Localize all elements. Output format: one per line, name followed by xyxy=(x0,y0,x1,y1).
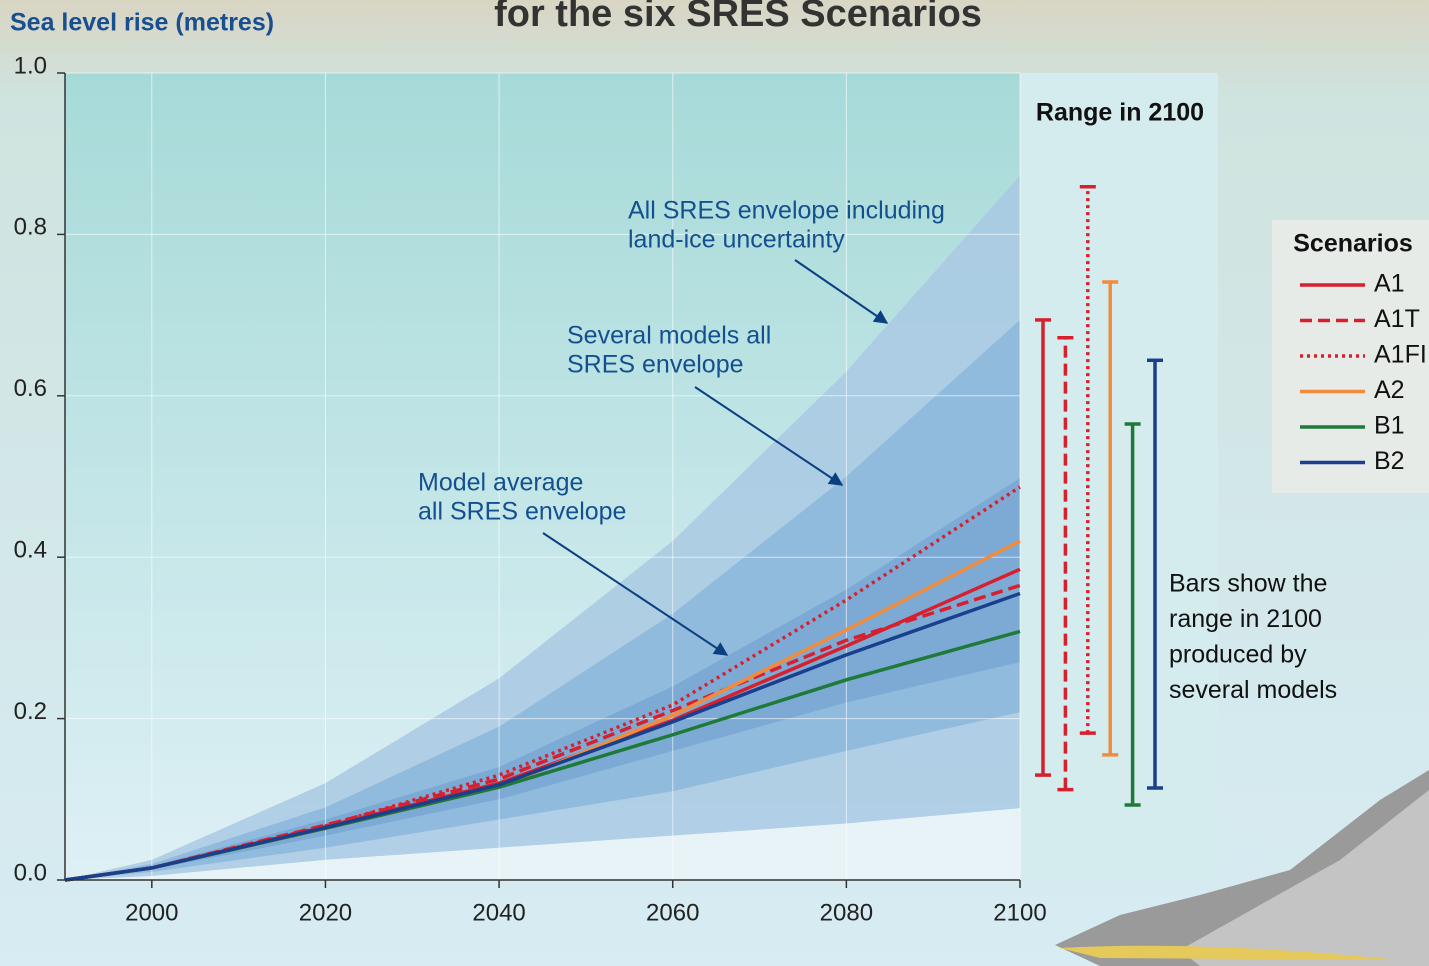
range-panel xyxy=(1020,73,1218,880)
x-tick-label: 2000 xyxy=(125,899,178,926)
range-note: several models xyxy=(1169,676,1337,704)
y-tick-label: 0.2 xyxy=(14,698,47,725)
legend-title: Scenarios xyxy=(1293,230,1413,258)
range-note: produced by xyxy=(1169,641,1307,669)
annotation: all SRES envelope xyxy=(418,498,626,526)
page: 0.0 0.2 0.4 0.6 0.8 1.0 2000 2020 2040 2060 2080 21… xyxy=(0,0,1429,966)
x-tick-label: 2080 xyxy=(820,899,873,926)
y-tick-label: 0.4 xyxy=(14,537,47,564)
legend-label: A1FI xyxy=(1374,341,1427,369)
x-tick-label: 2060 xyxy=(646,899,699,926)
y-axis-title: Sea level rise (metres) xyxy=(10,9,274,37)
x-tick-label: 2020 xyxy=(299,899,352,926)
range-note: Bars show the xyxy=(1169,570,1327,598)
y-tick-label: 0.0 xyxy=(14,859,47,886)
annotation: Model average xyxy=(418,469,583,497)
legend-label: A1T xyxy=(1374,305,1420,333)
legend-label: A1 xyxy=(1374,270,1405,298)
x-tick-label: 2100 xyxy=(993,899,1046,926)
legend-label: B2 xyxy=(1374,447,1405,475)
range-note: range in 2100 xyxy=(1169,605,1322,633)
legend-label: A2 xyxy=(1374,376,1405,404)
annotation: Several models all xyxy=(567,322,771,350)
annotation: SRES envelope xyxy=(567,351,744,379)
chart-title: for the six SRES Scenarios xyxy=(494,0,982,35)
annotation: land-ice uncertainty xyxy=(628,226,845,254)
y-tick-label: 0.8 xyxy=(14,214,47,241)
y-tick-label: 1.0 xyxy=(14,52,47,79)
legend-label: B1 xyxy=(1374,412,1405,440)
x-tick-label: 2040 xyxy=(472,899,525,926)
range-title: Range in 2100 xyxy=(1036,99,1204,127)
y-tick-label: 0.6 xyxy=(14,375,47,402)
annotation: All SRES envelope including xyxy=(628,197,945,225)
chart: 0.0 0.2 0.4 0.6 0.8 1.0 2000 2020 2040 2060 2080 21… xyxy=(0,0,1429,966)
